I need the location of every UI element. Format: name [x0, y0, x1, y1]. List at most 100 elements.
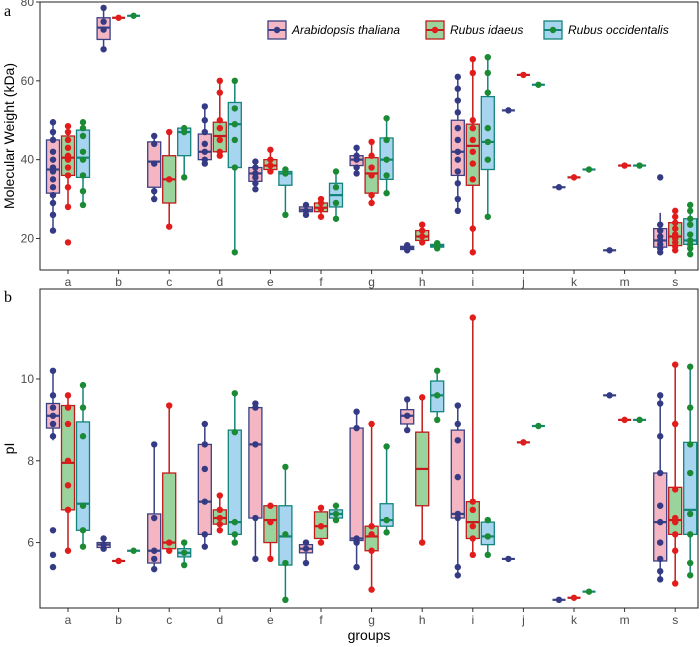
data-point: [484, 89, 491, 96]
data-point: [216, 117, 223, 124]
data-point: [49, 176, 57, 183]
data-point: [49, 433, 57, 440]
data-point: [252, 170, 259, 177]
data-point: [216, 124, 223, 132]
data-point: [368, 152, 375, 159]
data-point: [353, 408, 360, 415]
data-point: [555, 596, 563, 604]
boxplot-s: [668, 207, 683, 254]
data-point: [79, 119, 87, 126]
data-point: [49, 156, 57, 163]
boxplot-b: [96, 535, 111, 552]
boxplot-k: [582, 588, 596, 595]
boxplot-a: [60, 392, 76, 554]
box: [147, 513, 162, 564]
data-point: [687, 559, 694, 567]
x-tick-label: b: [115, 613, 122, 627]
data-point: [64, 128, 72, 136]
data-point: [166, 176, 173, 183]
data-point: [79, 156, 87, 163]
data-point: [181, 549, 188, 556]
boxplot-k: [567, 174, 581, 181]
data-point: [332, 516, 340, 524]
data-point: [469, 55, 476, 63]
data-point: [621, 162, 628, 169]
x-tick-label: g: [368, 613, 375, 627]
data-point: [383, 529, 390, 536]
data-point: [267, 146, 274, 153]
data-point: [252, 400, 259, 407]
data-point: [231, 164, 238, 171]
data-point: [469, 124, 476, 132]
data-point: [454, 168, 461, 175]
data-point: [484, 516, 491, 524]
data-point: [332, 510, 340, 518]
data-point: [216, 148, 223, 155]
data-point: [454, 124, 461, 132]
boxplot-i: [480, 516, 495, 559]
data-point: [317, 195, 325, 203]
data-point: [231, 539, 238, 546]
series-rubus-occidentalis: [75, 363, 698, 604]
boxplot-e: [248, 158, 263, 193]
data-point: [201, 156, 208, 163]
data-point: [505, 107, 512, 114]
data-point: [267, 156, 274, 163]
data-point: [484, 156, 491, 163]
data-point: [216, 527, 223, 534]
data-point: [79, 201, 87, 209]
data-point: [434, 367, 441, 374]
box: [668, 486, 683, 536]
boxplot-h: [430, 240, 445, 252]
data-point: [353, 164, 360, 171]
data-point: [216, 136, 223, 144]
data-point: [368, 586, 375, 593]
boxplot-s: [683, 201, 698, 258]
y-tick-label: 8: [27, 454, 34, 468]
data-point: [100, 46, 107, 53]
data-point: [231, 136, 238, 144]
data-point: [100, 18, 107, 25]
data-point: [657, 392, 664, 399]
boxplot-m: [618, 416, 632, 424]
boxplot-a: [75, 381, 91, 550]
data-point: [151, 547, 158, 554]
plot-area: [40, 2, 698, 270]
series-arabidopsis-thaliana: [45, 367, 668, 604]
data-point: [383, 172, 390, 179]
data-point: [252, 555, 259, 563]
data-point: [672, 531, 679, 538]
x-tick-label: f: [319, 275, 323, 289]
data-point: [151, 565, 158, 573]
y-tick-label: 80: [21, 0, 35, 9]
data-point: [267, 518, 274, 526]
data-point: [49, 420, 57, 428]
boxplot-h: [400, 241, 415, 254]
data-point: [49, 227, 57, 234]
x-tick-label: f: [319, 613, 323, 627]
data-point: [64, 122, 72, 130]
legend-key-point: [549, 26, 557, 34]
boxplot-e: [263, 146, 278, 175]
series-arabidopsis-thaliana: [45, 4, 668, 256]
data-point: [419, 239, 426, 246]
data-point: [621, 416, 628, 424]
box: [450, 119, 465, 177]
y-tick-label: 60: [21, 74, 35, 88]
data-point: [267, 162, 274, 169]
boxplot-m: [633, 416, 647, 424]
data-point: [49, 563, 57, 571]
data-point: [434, 240, 441, 247]
data-point: [368, 547, 375, 554]
data-point: [454, 136, 461, 144]
data-point: [64, 457, 72, 464]
data-point: [317, 539, 325, 546]
data-point: [687, 231, 694, 238]
data-point: [49, 392, 57, 399]
boxplot-g: [379, 443, 394, 536]
data-point: [672, 219, 679, 226]
data-point: [419, 227, 426, 234]
y-tick-label: 40: [21, 153, 35, 167]
boxplot-c: [177, 539, 192, 569]
data-point: [79, 132, 87, 140]
